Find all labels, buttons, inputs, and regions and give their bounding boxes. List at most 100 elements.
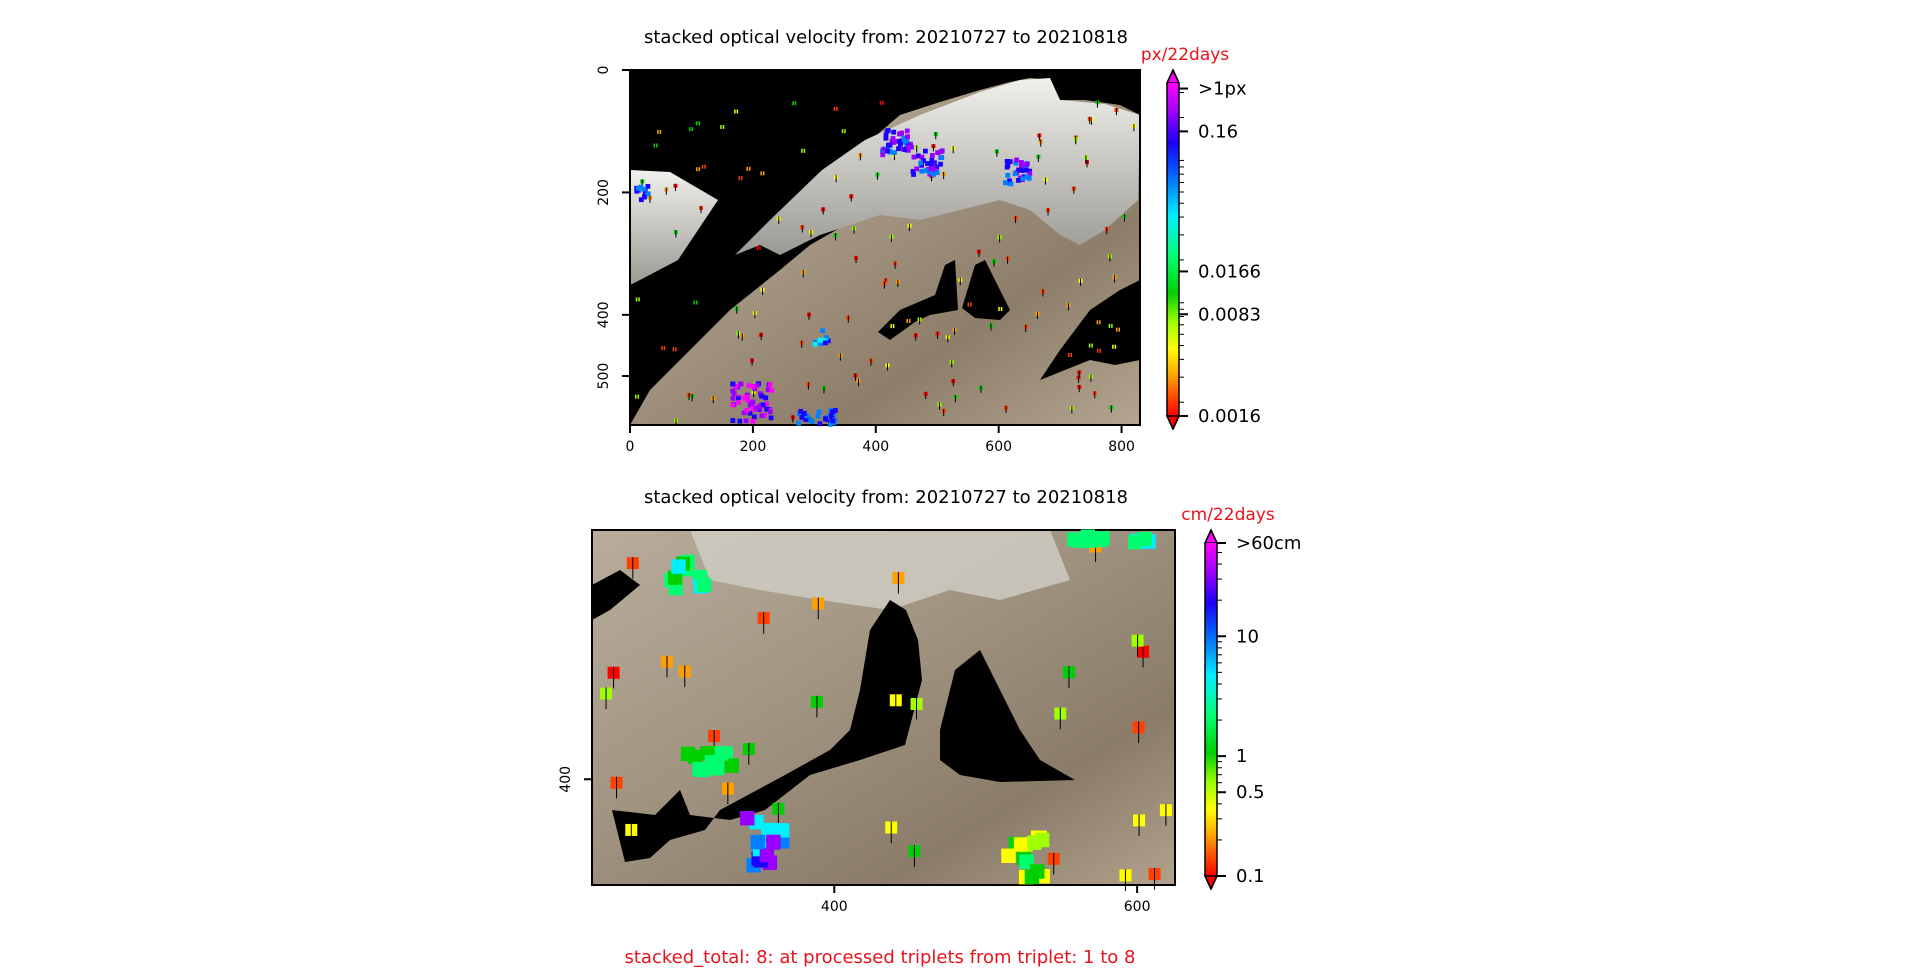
top-cluster-mark xyxy=(901,135,907,141)
top-cluster-mark xyxy=(769,388,775,393)
top-cluster-mark xyxy=(1008,181,1014,187)
top-cluster-mark xyxy=(753,405,759,411)
top-cluster-mark xyxy=(892,150,897,156)
top-cluster-mark xyxy=(634,188,640,194)
bottom-xtick-label: 400 xyxy=(821,899,848,915)
top-cluster-mark xyxy=(730,402,736,408)
top-cluster-mark xyxy=(904,139,910,144)
bottom-colorbar-ticks: 0.1 0.5 1 10 >60cm xyxy=(1217,533,1301,887)
bottom-xtick-label: 600 xyxy=(1124,899,1151,915)
top-cluster-mark xyxy=(812,341,818,347)
top-cluster-mark xyxy=(764,406,770,412)
bottom-cluster-mark xyxy=(1080,529,1096,544)
top-cluster-mark xyxy=(824,335,829,340)
top-cluster-mark xyxy=(764,401,769,407)
bottom-cluster-mark xyxy=(774,823,790,838)
top-cluster-mark xyxy=(808,417,814,423)
top-cluster-mark xyxy=(799,415,805,420)
bottom-x-axis: 400 600 xyxy=(821,885,1151,915)
bottom-shadow-left xyxy=(592,570,640,620)
top-cluster-mark xyxy=(1007,159,1013,164)
bottom-ytick-label: 400 xyxy=(558,766,574,793)
top-cluster-mark xyxy=(928,161,934,167)
top-x-axis: 0 200 400 600 800 xyxy=(626,425,1135,455)
top-cluster-mark xyxy=(891,129,897,135)
top-cluster-mark xyxy=(1019,160,1024,165)
top-cluster-mark xyxy=(762,412,767,418)
top-cluster-mark xyxy=(939,155,945,160)
top-colorbar-unit: px/22days xyxy=(1140,45,1230,65)
top-cluster-mark xyxy=(754,382,760,388)
top-cluster-mark xyxy=(750,418,756,424)
top-colorbar-tick-label: 0.0166 xyxy=(1198,261,1261,282)
top-cluster-mark xyxy=(1013,160,1019,166)
top-cluster-mark xyxy=(935,150,941,156)
bottom-colorbar-tick-label: 0.5 xyxy=(1236,782,1265,803)
top-cluster-mark xyxy=(925,161,930,166)
top-cluster-mark xyxy=(906,144,911,150)
top-cluster-mark xyxy=(763,395,769,401)
top-xtick-label: 600 xyxy=(985,439,1012,455)
bottom-cluster-mark xyxy=(750,834,765,850)
top-cluster-mark xyxy=(796,420,802,426)
bottom-colorbar-extend-max xyxy=(1203,528,1219,544)
top-cluster-mark xyxy=(751,384,756,389)
top-panel-plot: 0 200 400 600 800 0 200 400 500 xyxy=(596,66,1141,455)
top-cluster-mark xyxy=(938,161,943,167)
top-cluster-mark xyxy=(931,172,936,177)
top-shadow-3 xyxy=(1040,280,1140,380)
top-cluster-mark xyxy=(1005,172,1011,178)
top-cluster-mark xyxy=(928,166,934,172)
top-cluster-mark xyxy=(1007,178,1012,184)
top-cluster-mark xyxy=(760,402,766,408)
top-cluster-mark xyxy=(735,396,741,402)
bottom-panel-plot: 400 600 400 xyxy=(558,529,1176,915)
bottom-cluster-mark xyxy=(692,762,707,777)
top-colorbar-tick-label: 0.16 xyxy=(1198,121,1238,142)
top-cluster-mark xyxy=(892,138,897,144)
top-cluster-mark xyxy=(915,153,921,159)
top-cluster-mark xyxy=(1014,157,1019,163)
bottom-colorbar-unit: cm/22days xyxy=(1181,505,1275,525)
top-cluster-mark xyxy=(759,413,765,419)
bottom-shadow-right xyxy=(940,650,1075,782)
top-ytick-label: 0 xyxy=(596,66,612,75)
top-cluster-mark xyxy=(805,416,811,422)
top-cluster-mark xyxy=(765,387,771,393)
top-cluster-mark xyxy=(909,144,914,150)
bottom-cluster-mark xyxy=(1095,531,1110,546)
top-cluster-mark xyxy=(750,405,756,410)
top-colorbar-extend-max xyxy=(1165,68,1181,84)
top-cluster-mark xyxy=(896,146,901,152)
bottom-colorbar: 0.1 0.5 1 10 >60cm xyxy=(1203,528,1301,890)
bottom-cluster-mark xyxy=(667,570,683,585)
top-cluster-mark xyxy=(1004,158,1010,164)
top-cluster-mark xyxy=(905,147,911,153)
top-cluster-mark xyxy=(823,416,828,422)
bottom-cluster-mark xyxy=(1137,531,1152,547)
top-xtick-label: 0 xyxy=(626,439,635,455)
top-cluster-mark xyxy=(884,148,890,154)
bottom-cluster-mark xyxy=(1030,864,1045,879)
top-colorbar-tick-label: 0.0016 xyxy=(1198,406,1261,427)
top-cluster-mark xyxy=(884,128,890,134)
bottom-snow-upper xyxy=(690,530,1070,610)
top-xtick-label: 400 xyxy=(862,439,889,455)
top-cluster-mark xyxy=(759,393,764,399)
top-cluster-mark xyxy=(1016,177,1021,183)
bottom-colorbar-tick-label: >60cm xyxy=(1236,533,1301,554)
top-cluster-mark xyxy=(638,197,644,203)
top-cluster-mark xyxy=(743,418,749,424)
top-cluster-mark xyxy=(767,409,773,415)
top-cluster-mark xyxy=(817,337,823,343)
bottom-cluster-mark xyxy=(1027,835,1042,850)
top-cluster-mark xyxy=(911,154,917,160)
top-y-axis: 0 200 400 500 xyxy=(596,66,630,390)
top-colorbar-body xyxy=(1167,83,1179,416)
top-cluster-mark xyxy=(923,168,929,174)
top-shadow-2 xyxy=(962,260,1010,320)
top-cluster-mark xyxy=(817,421,823,427)
top-cluster-mark xyxy=(768,415,774,421)
top-ytick-label: 500 xyxy=(596,363,612,390)
top-cluster-mark xyxy=(929,157,935,163)
